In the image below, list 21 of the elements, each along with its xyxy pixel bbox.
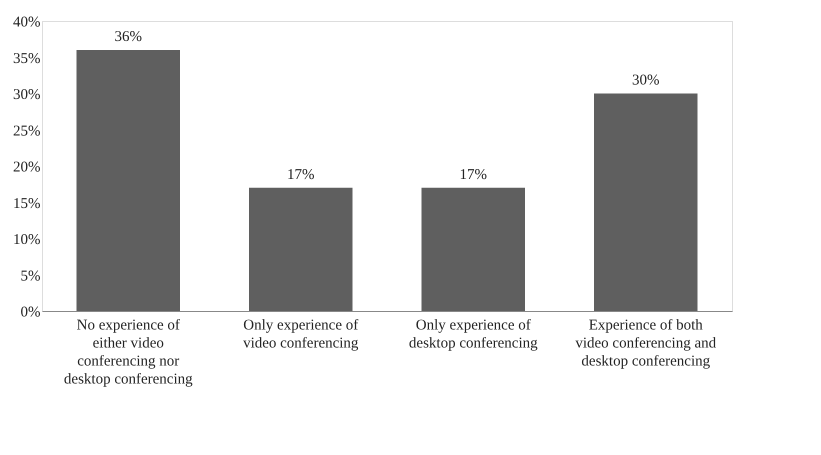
bar bbox=[422, 188, 525, 311]
x-tick-label: Experience of both video conferencing and desktop conferencing bbox=[575, 318, 717, 370]
y-tick-label: 15% bbox=[13, 196, 40, 212]
x-tick-label: Only experience of desktop conferencing bbox=[408, 318, 538, 352]
y-tick-label: 10% bbox=[13, 232, 40, 248]
y-tick-label: 25% bbox=[13, 123, 40, 140]
y-tick-label: 30% bbox=[13, 87, 40, 103]
y-tick-label: 0% bbox=[20, 304, 40, 320]
data-label: 30% bbox=[632, 72, 660, 88]
bar bbox=[76, 50, 180, 311]
x-tick-label: No experience of either video conferencing nor desktop conferencing bbox=[64, 318, 194, 388]
y-tick-label: 40% bbox=[13, 14, 40, 30]
y-tick-label: 5% bbox=[20, 268, 40, 284]
x-tick-label: Only experience of video conferencing bbox=[243, 318, 359, 352]
data-label: 36% bbox=[114, 29, 142, 45]
y-tick-label: 35% bbox=[13, 50, 40, 67]
bar bbox=[249, 188, 352, 311]
data-label: 17% bbox=[287, 166, 314, 183]
bar bbox=[594, 94, 698, 311]
data-label: 17% bbox=[460, 166, 487, 183]
y-tick-label: 20% bbox=[13, 160, 40, 176]
